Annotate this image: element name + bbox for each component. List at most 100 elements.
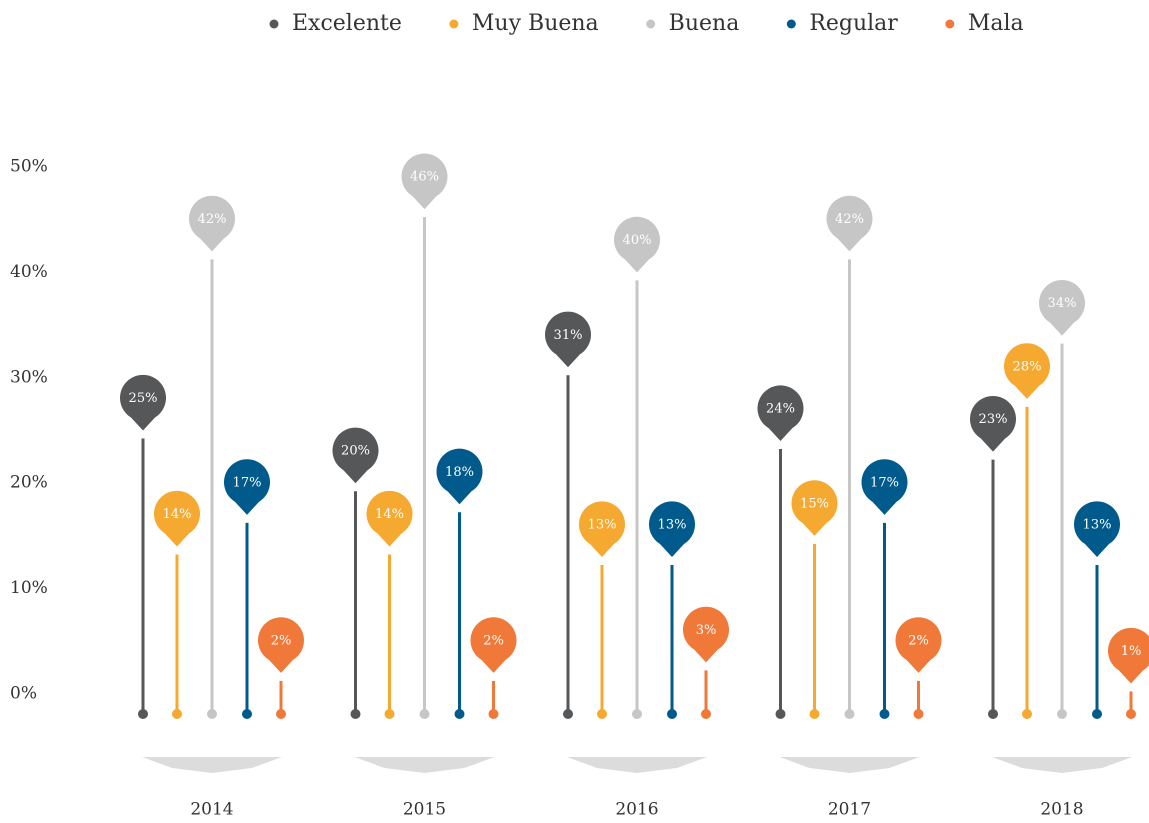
x-tick-label: 2017 (828, 800, 871, 820)
base-dot (454, 709, 465, 719)
value-label: 17% (233, 475, 262, 490)
value-label: 23% (979, 412, 1008, 427)
pin-head (649, 501, 695, 557)
x-tick-label: 2014 (190, 800, 233, 820)
pin-head (436, 448, 483, 505)
pin-head (366, 490, 413, 547)
pin-head (683, 606, 729, 663)
category-chevron (779, 757, 920, 773)
pin-head (1004, 343, 1051, 399)
base-dot (419, 709, 430, 719)
base-dot (138, 709, 148, 719)
legend-dot (449, 19, 459, 29)
value-label: 13% (588, 517, 617, 532)
value-label: 13% (658, 517, 687, 532)
legend-dot (786, 19, 796, 29)
x-tick-label: 2016 (615, 800, 658, 820)
base-dot (350, 709, 361, 719)
value-label: 42% (198, 212, 227, 227)
pin-head (120, 374, 166, 431)
value-label: 34% (1048, 296, 1077, 311)
category-chevron (354, 757, 495, 773)
value-label: 14% (375, 507, 404, 522)
category-chevron (992, 757, 1132, 773)
value-label: 14% (163, 507, 192, 522)
value-label: 20% (341, 444, 370, 459)
base-dot (988, 709, 998, 719)
base-dot (913, 709, 924, 719)
value-label: 46% (410, 170, 439, 185)
pin-head (470, 617, 517, 673)
legend-label: Muy Buena (472, 11, 599, 36)
base-dot (207, 709, 217, 719)
value-label: 24% (766, 402, 795, 417)
pin-head (1074, 501, 1120, 557)
value-label: 1% (1121, 644, 1142, 659)
pin-head (153, 490, 201, 547)
legend-dot (269, 19, 279, 29)
value-label: 18% (445, 465, 474, 480)
value-label: 40% (623, 233, 652, 248)
legend-label: Regular (809, 11, 898, 36)
base-dot (701, 709, 711, 719)
value-label: 17% (870, 475, 899, 490)
value-label: 2% (908, 633, 929, 648)
base-dot (667, 709, 677, 719)
legend-label: Excelente (292, 11, 402, 36)
legend-dot (646, 19, 656, 29)
x-tick-label: 2018 (1040, 800, 1083, 820)
base-dot (276, 709, 286, 719)
pin-head (791, 480, 838, 536)
base-dot (172, 709, 182, 719)
pin-head (401, 153, 448, 210)
pin-head (189, 195, 236, 252)
base-dot (384, 709, 395, 719)
value-label: 42% (835, 212, 864, 227)
pin-head (579, 501, 625, 557)
legend-label: Buena (669, 11, 740, 36)
legend-dot (945, 19, 955, 29)
value-label: 31% (554, 328, 583, 343)
pin-head (258, 617, 305, 673)
legend-label: Mala (968, 11, 1024, 36)
value-label: 2% (483, 633, 504, 648)
base-dot (775, 709, 786, 719)
pin-head (1039, 280, 1085, 336)
base-dot (632, 709, 642, 719)
pin-head (614, 216, 660, 273)
value-label: 13% (1083, 517, 1112, 532)
pin-head (895, 617, 942, 673)
pin-head (757, 385, 804, 442)
pin-head (545, 311, 591, 368)
value-label: 3% (696, 623, 717, 638)
category-chevron (142, 757, 282, 773)
pin-head (224, 459, 271, 515)
base-dot (1022, 709, 1032, 719)
value-label: 25% (129, 391, 158, 406)
base-dot (242, 709, 252, 719)
y-tick-label: 40% (10, 262, 48, 282)
y-tick-label: 10% (10, 578, 48, 598)
y-tick-label: 20% (10, 473, 48, 493)
value-label: 2% (271, 633, 292, 648)
base-dot (597, 709, 607, 719)
base-dot (809, 709, 820, 719)
pin-head (332, 427, 379, 484)
base-dot (1057, 709, 1067, 719)
x-tick-label: 2015 (403, 800, 446, 820)
base-dot (1126, 709, 1136, 719)
pin-head (969, 395, 1016, 452)
base-dot (563, 709, 573, 719)
y-tick-label: 50% (10, 157, 48, 177)
y-tick-label: 0% (10, 684, 37, 704)
pin-head (1108, 627, 1149, 684)
base-dot (879, 709, 890, 719)
value-label: 15% (800, 496, 829, 511)
base-dot (844, 709, 855, 719)
pin-head (861, 459, 908, 515)
pin-head (826, 195, 873, 252)
category-chevron (567, 757, 707, 773)
base-dot (1092, 709, 1102, 719)
value-label: 28% (1013, 359, 1042, 374)
